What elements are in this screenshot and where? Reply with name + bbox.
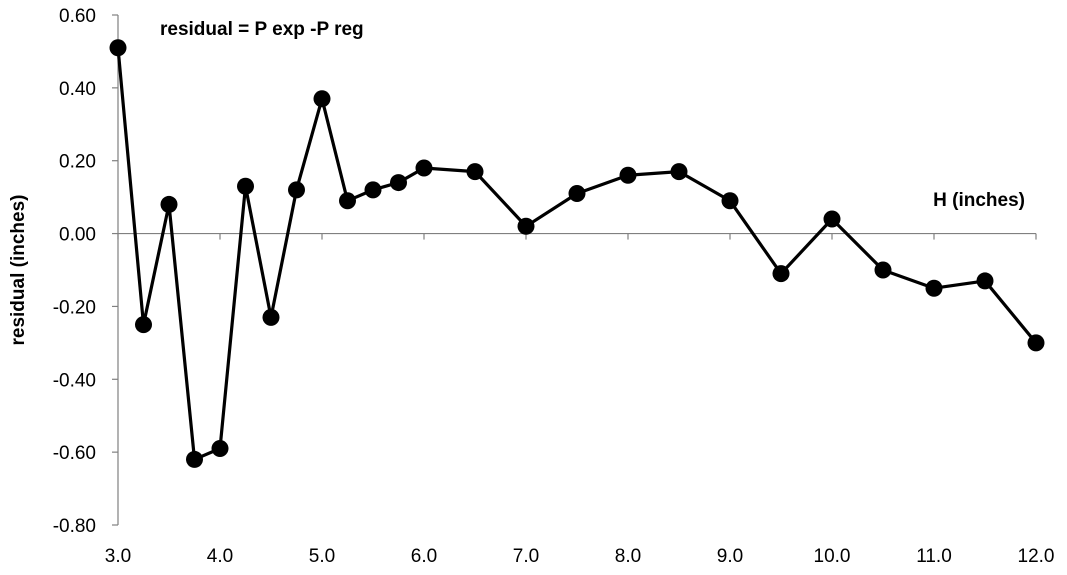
data-point	[670, 163, 688, 181]
x-tick-label: 9.0	[717, 546, 743, 567]
data-point	[390, 174, 407, 192]
data-point	[364, 181, 382, 199]
data-point	[619, 166, 637, 184]
data-point	[772, 265, 790, 283]
data-point	[211, 440, 229, 457]
data-point	[466, 163, 484, 181]
data-point	[874, 261, 892, 279]
series-residual	[109, 39, 1045, 468]
chart-annotation: residual = P exp -P reg	[160, 19, 364, 40]
x-axis: 3.0 4.0 5.0 6.0 7.0 8.0 9.0 10.0 11.0 12.0	[105, 232, 1055, 567]
y-tick-label: -0.40	[53, 370, 96, 391]
x-tick-label: 10.0	[814, 546, 851, 567]
y-axis: -0.80 -0.60 -0.40 -0.20 0.00 0.20 0.40 0.60	[53, 6, 119, 537]
data-point	[517, 217, 535, 235]
y-tick-label: 0.00	[59, 225, 96, 246]
data-point	[415, 159, 433, 177]
x-tick-label: 12.0	[1018, 546, 1055, 567]
y-tick-label: -0.60	[53, 443, 96, 464]
x-tick-label: 4.0	[207, 546, 233, 567]
data-point	[339, 192, 356, 210]
x-axis-title: H (inches)	[933, 190, 1025, 211]
y-tick-label: -0.80	[53, 516, 96, 537]
data-point	[925, 279, 943, 297]
x-tick-label: 5.0	[309, 546, 335, 567]
data-point	[1027, 334, 1045, 352]
x-tick-label: 3.0	[105, 546, 131, 567]
series-line	[116, 47, 1038, 462]
y-tick-label: 0.20	[59, 152, 96, 173]
data-point	[160, 195, 178, 213]
data-point	[313, 90, 331, 108]
y-tick-label: 0.60	[59, 6, 96, 27]
data-point	[135, 316, 152, 334]
data-point	[288, 181, 305, 199]
x-tick-label: 11.0	[916, 546, 952, 567]
x-tick-label: 7.0	[513, 546, 539, 567]
data-point	[721, 192, 739, 210]
data-point	[568, 185, 586, 202]
y-tick-label: 0.40	[59, 79, 96, 100]
data-point	[237, 177, 254, 195]
y-axis-title: residual (inches)	[8, 195, 29, 346]
data-point	[976, 272, 994, 290]
x-tick-label: 8.0	[615, 546, 641, 567]
y-tick-label: -0.20	[53, 297, 96, 318]
data-point	[823, 210, 841, 228]
data-point	[109, 39, 127, 57]
data-point	[262, 308, 280, 326]
x-tick-label: 6.0	[411, 546, 437, 567]
data-point	[186, 450, 203, 468]
